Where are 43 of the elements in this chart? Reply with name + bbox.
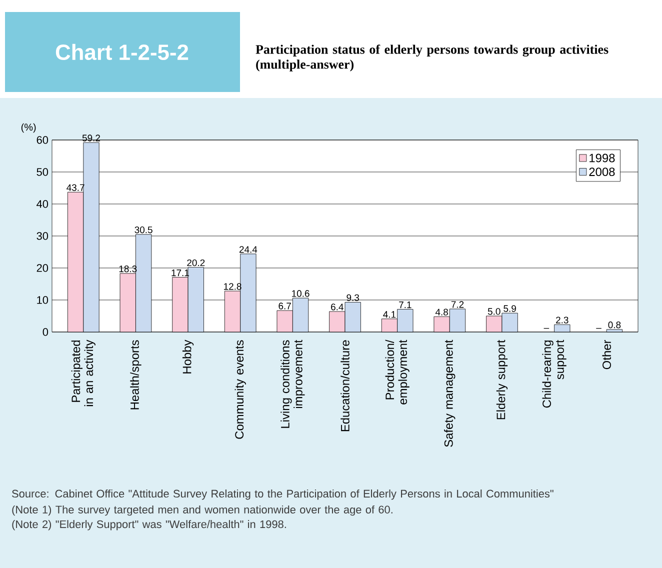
text: – [596,328,602,329]
x-tick-label: Living conditions improvement [280,340,305,428]
chart-subtitle: Participation status of elderly persons towards group activities (multiple-answer) [256,44,608,72]
x-tick-label: Hobby [182,340,194,374]
x-tick-label: Other [602,340,611,370]
y-tick-label: 40 [36,200,48,208]
x-tick-label: Community events [234,340,246,439]
text: (Note 2) "Elderly Support" was "Welfare/health" in 1998. [12,520,286,530]
y-tick-label: 20 [36,264,48,272]
x-tick-label: Education/culture [340,340,350,432]
data-label: 30.5 [134,226,152,234]
data-label: 5.9 [504,305,516,312]
text: (Note 1) The survey targeted men and women nationwide over the age of 60. [12,505,392,516]
x-tick-label: Child-rearing support [542,340,566,408]
data-label: 0.8 [608,322,621,328]
y-tick-label: 30 [36,232,48,240]
chart-title: Chart 1-2-5-2 [56,44,188,60]
legend-label: 1998 [590,154,615,162]
x-tick-label: Safety management [444,340,456,447]
y-tick-label: 0 [42,328,48,336]
source-note: Source: Cabinet Office "Attitude Survey Relating to the Participation of Elderly Persons in Local Communities" [12,490,554,500]
x-tick-label: Production/ employment [385,340,410,404]
data-label: 10.6 [292,290,310,297]
data-label: 6.4 [331,304,344,310]
x-tick-label: Participated in an activity [71,340,96,406]
data-label: 4.1 [383,311,396,318]
y-tick-label: 10 [37,296,48,304]
data-label: 7.2 [451,301,464,308]
data-label: 24.4 [239,246,258,253]
data-label: 6.7 [278,302,291,310]
data-label: 2.3 [556,316,568,324]
data-label: 4.8 [435,308,448,316]
y-tick-label: 50 [36,168,48,176]
data-label: 7.1 [399,302,412,308]
data-label: 5.0 [488,308,500,315]
y-axis-title: (%) [21,123,36,133]
data-label: 9.3 [346,294,360,302]
y-tick-label: 60 [36,136,48,144]
legend-label: 2008 [589,168,615,176]
data-label: 20.2 [187,259,205,266]
text: – [544,328,550,329]
x-tick-label: Elderly support [496,340,508,420]
x-tick-label: Health/sports [130,340,142,410]
